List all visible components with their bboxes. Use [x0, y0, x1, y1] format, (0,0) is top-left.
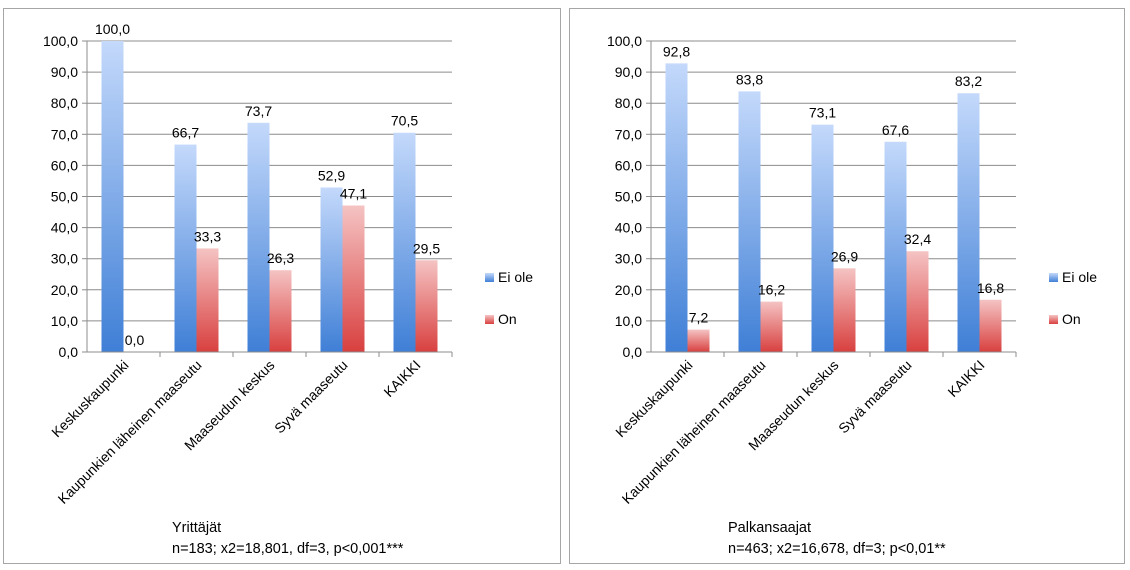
- y-tick-label: 0,0: [59, 344, 79, 360]
- bar-on: [197, 248, 219, 352]
- data-label-ei-ole: 92,8: [663, 43, 690, 59]
- y-tick-label: 0,0: [623, 344, 643, 360]
- bar-ei-ole: [812, 125, 834, 352]
- bar-ei-ole: [102, 41, 124, 352]
- bar-on: [907, 251, 929, 352]
- y-tick-label: 40,0: [51, 220, 78, 236]
- y-tick-label: 20,0: [51, 282, 78, 298]
- legend-label-ei-ole: Ei ole: [498, 269, 533, 285]
- data-label-ei-ole: 67,6: [882, 122, 909, 138]
- data-label-on: 26,3: [267, 250, 294, 266]
- y-tick-label: 20,0: [615, 282, 642, 298]
- bar-on: [416, 260, 438, 352]
- caption-stats: n=183; x2=18,801, df=3, p<0,001***: [172, 539, 403, 560]
- y-tick-label: 80,0: [51, 95, 78, 111]
- data-label-ei-ole: 83,2: [955, 73, 982, 89]
- bar-ei-ole: [248, 123, 270, 352]
- bar-on: [688, 330, 710, 352]
- y-tick-label: 40,0: [615, 220, 642, 236]
- bar-on: [761, 302, 783, 352]
- data-label-ei-ole: 70,5: [391, 113, 418, 129]
- data-label-on: 0,0: [125, 332, 145, 348]
- y-tick-label: 10,0: [615, 313, 642, 329]
- data-label-ei-ole: 73,1: [809, 105, 836, 121]
- data-label-ei-ole: 66,7: [172, 125, 199, 141]
- x-tick-label: Kaupunkien läheinen maaseutu: [619, 357, 769, 507]
- legend-label-on: On: [498, 311, 517, 327]
- data-label-ei-ole: 52,9: [318, 167, 345, 183]
- legend-swatch-ei-ole: [1049, 273, 1058, 282]
- data-label-on: 16,2: [758, 282, 785, 298]
- caption-title: Yrittäjät: [172, 518, 403, 539]
- data-label-on: 26,9: [831, 248, 858, 264]
- x-tick-label: Kaupunkien läheinen maaseutu: [55, 357, 205, 507]
- x-tick-label: Syvä maaseutu: [271, 357, 351, 437]
- legend-swatch-ei-ole: [485, 273, 494, 282]
- y-tick-label: 50,0: [615, 189, 642, 205]
- bar-ei-ole: [321, 187, 343, 352]
- x-tick-label: KAIKKI: [380, 357, 423, 400]
- x-tick-label: Keskuskaupunki: [612, 357, 695, 440]
- bar-ei-ole: [739, 91, 761, 352]
- y-tick-label: 70,0: [51, 126, 78, 142]
- y-tick-label: 90,0: [51, 64, 78, 80]
- legend-label-on: On: [1062, 311, 1081, 327]
- chart-palkansaajat: 0,0 10,0 20,0 30,0 40,0 50,0 60,0 70,0 80,0 90,0 1…: [570, 9, 1126, 565]
- data-label-on: 16,8: [977, 280, 1004, 296]
- bar-on: [270, 270, 292, 352]
- legend-swatch-on: [485, 315, 494, 324]
- bar-ei-ole: [666, 63, 688, 352]
- y-tick-label: 80,0: [615, 95, 642, 111]
- bar-ei-ole: [175, 145, 197, 352]
- chart-panel-palkansaajat: 0,0 10,0 20,0 30,0 40,0 50,0 60,0 70,0 80,0 90,0 1…: [569, 8, 1125, 564]
- chart-yrittajat: 0,0 10,0 20,0 30,0 40,0 50,0 60,0 70,0 80,0 90,0 1…: [4, 9, 562, 565]
- legend-swatch-on: [1049, 315, 1058, 324]
- data-label-on: 32,4: [904, 231, 931, 247]
- y-tick-label: 60,0: [51, 157, 78, 173]
- chart-panel-yrittajat: 0,0 10,0 20,0 30,0 40,0 50,0 60,0 70,0 80,0 90,0 1…: [3, 8, 561, 564]
- caption-stats: n=463; x2=16,678, df=3; p<0,01**: [728, 539, 946, 560]
- chart-caption: Yrittäjät n=183; x2=18,801, df=3, p<0,00…: [172, 518, 403, 560]
- bar-on: [980, 300, 1002, 352]
- bar-ei-ole: [958, 93, 980, 352]
- data-label-ei-ole: 83,8: [736, 71, 763, 87]
- y-tick-label: 60,0: [615, 157, 642, 173]
- y-tick-label: 90,0: [615, 64, 642, 80]
- y-tick-label: 100,0: [607, 33, 642, 49]
- data-label-on: 7,2: [689, 310, 709, 326]
- y-tick-label: 30,0: [51, 251, 78, 267]
- data-label-on: 29,5: [413, 240, 440, 256]
- y-tick-label: 100,0: [43, 33, 78, 49]
- bar-on: [834, 268, 856, 352]
- y-tick-label: 70,0: [615, 126, 642, 142]
- y-tick-label: 30,0: [615, 251, 642, 267]
- y-tick-label: 50,0: [51, 189, 78, 205]
- data-label-on: 47,1: [340, 186, 367, 202]
- data-label-ei-ole: 73,7: [245, 103, 272, 119]
- x-tick-label: Keskuskaupunki: [48, 357, 131, 440]
- x-tick-label: Syvä maaseutu: [835, 357, 915, 437]
- chart-caption: Palkansaajat n=463; x2=16,678, df=3; p<0…: [728, 518, 946, 560]
- x-tick-label: KAIKKI: [944, 357, 987, 400]
- bar-on: [343, 206, 365, 352]
- caption-title: Palkansaajat: [728, 518, 946, 539]
- legend-label-ei-ole: Ei ole: [1062, 269, 1097, 285]
- data-label-on: 33,3: [194, 228, 221, 244]
- data-label-ei-ole: 100,0: [95, 21, 130, 37]
- y-tick-label: 10,0: [51, 313, 78, 329]
